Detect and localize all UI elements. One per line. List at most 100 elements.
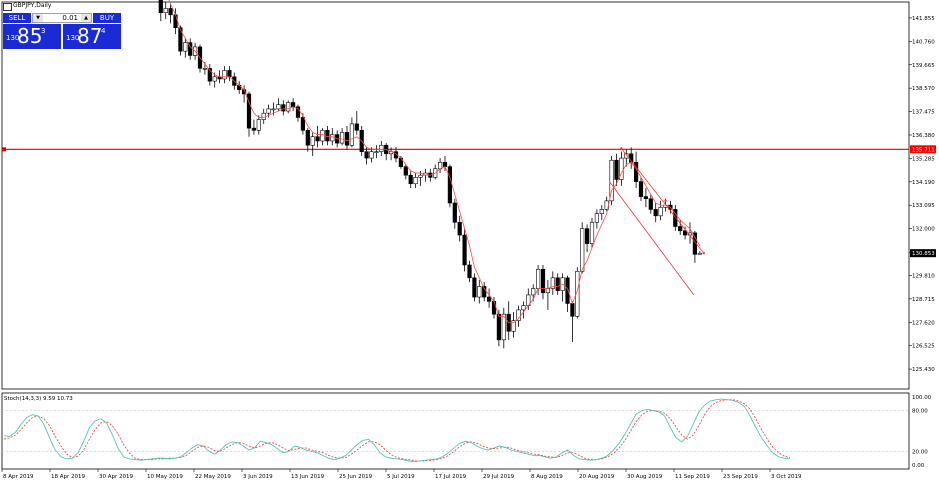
candle-body	[658, 206, 663, 217]
x-tick-label: 8 Apr 2019	[3, 474, 34, 480]
candle-body	[310, 136, 315, 146]
y-tick-label: 128.715	[912, 297, 935, 303]
y-tick-label: 133.095	[912, 203, 935, 209]
candle-body	[467, 264, 472, 279]
candle-body	[354, 123, 359, 131]
x-tick-label: 3 Oct 2019	[771, 474, 802, 480]
x-tick-label: 29 Jul 2019	[483, 474, 515, 480]
sell-price-big: 85	[17, 24, 43, 48]
stoch-y-tick-label: 100.00	[912, 395, 932, 401]
candle-body	[413, 177, 418, 185]
stoch-title: Stoch(14,3,3) 9.59 10.73	[4, 396, 73, 402]
moving-average-line	[168, 0, 701, 324]
x-tick-label: 11 Sep 2019	[675, 474, 710, 480]
candle-body	[339, 132, 345, 144]
x-tick-label: 8 Aug 2019	[531, 474, 563, 480]
candle-body	[207, 67, 212, 82]
candle-body	[290, 102, 296, 108]
y-tick-label: 132.000	[912, 227, 935, 233]
candle-body	[531, 288, 536, 296]
candle-body	[599, 209, 604, 214]
y-tick-label: 135.285	[912, 156, 935, 162]
y-tick-label: 136.380	[912, 133, 935, 139]
y-tick-label: 127.620	[912, 320, 935, 326]
x-tick-label: 30 Aug 2019	[627, 474, 663, 480]
stoch-main-line	[3, 398, 791, 463]
candle-body	[462, 234, 467, 266]
candle-body	[222, 70, 227, 80]
stoch-plot-frame	[1, 392, 910, 470]
main-plot-frame	[1, 1, 910, 390]
candle-body	[286, 102, 291, 112]
candle-body	[305, 129, 310, 146]
resistance-price-tag	[910, 145, 936, 154]
candle-body	[501, 313, 506, 341]
sell-price-button[interactable]: 130 85 3	[3, 24, 61, 49]
sell-button[interactable]: SELL	[3, 13, 31, 23]
candle-body	[555, 277, 560, 291]
y-tick-label: 126.525	[912, 344, 935, 350]
candle-body	[648, 198, 653, 210]
candle-body	[246, 93, 252, 129]
current-price-tag	[910, 249, 936, 258]
buy-price-prefix: 130	[66, 34, 80, 42]
candle-body	[178, 27, 183, 52]
candle-body	[447, 166, 453, 204]
resistance-anchor	[2, 147, 6, 152]
x-tick-label: 17 Jul 2019	[435, 474, 467, 480]
candle-body	[521, 305, 526, 311]
candle-body	[678, 226, 683, 232]
candle-body	[570, 303, 575, 317]
buy-button[interactable]: BUY	[93, 13, 121, 23]
x-tick-label: 30 Apr 2019	[99, 474, 134, 480]
stoch-y-tick-label: 80.00	[912, 409, 928, 415]
candle-body	[251, 127, 257, 131]
y-tick-label: 138.570	[912, 86, 935, 92]
x-tick-label: 10 May 2019	[147, 474, 183, 480]
candle-body	[276, 104, 281, 110]
candle-body	[227, 70, 232, 78]
candle-body	[173, 14, 178, 28]
x-tick-label: 5 Jul 2019	[387, 474, 415, 480]
buy-price-sup: 4	[101, 27, 106, 35]
candle-body	[300, 117, 306, 131]
candle-body	[535, 268, 541, 289]
channel-lower-line	[609, 181, 695, 296]
candle-body	[477, 286, 482, 298]
lot-increase-icon[interactable]: ▲	[81, 14, 91, 22]
candle-body	[511, 320, 516, 332]
candle-body	[183, 42, 188, 52]
candle-body	[584, 228, 590, 244]
buy-price-button[interactable]: 130 87 4	[63, 24, 121, 49]
y-tick-label: 141.855	[912, 16, 935, 22]
channel-point	[664, 199, 667, 203]
candle-body	[482, 286, 487, 298]
candle-body	[320, 129, 325, 142]
stoch-signal-line	[3, 399, 791, 462]
candle-body	[457, 221, 462, 236]
x-tick-label: 13 Jun 2019	[291, 474, 325, 480]
candle-body	[315, 136, 320, 142]
candle-body	[330, 134, 335, 142]
one-click-trading-panel: SELL ▼ 0.01 ▲ BUY 130 85 3 130 87 4	[3, 13, 121, 49]
candle-body	[496, 313, 502, 341]
candle-body	[565, 277, 570, 304]
candle-body	[374, 151, 379, 153]
stoch-y-tick-label: 20.00	[912, 449, 928, 455]
candle-body	[697, 252, 702, 255]
x-tick-label: 18 Apr 2019	[51, 474, 86, 480]
candle-body	[545, 288, 550, 294]
y-tick-label: 129.810	[912, 273, 935, 279]
candle-body	[638, 181, 644, 197]
lot-size-value[interactable]: 0.01	[62, 14, 78, 22]
candle-body	[594, 213, 599, 223]
lot-decrease-icon[interactable]: ▼	[33, 14, 43, 22]
candle-body	[271, 108, 276, 111]
candle-body	[256, 119, 261, 131]
lot-size-field[interactable]: ▼ 0.01 ▲	[32, 13, 92, 23]
candle-body	[408, 174, 413, 185]
candle-body	[369, 151, 374, 159]
candle-body	[486, 296, 492, 302]
